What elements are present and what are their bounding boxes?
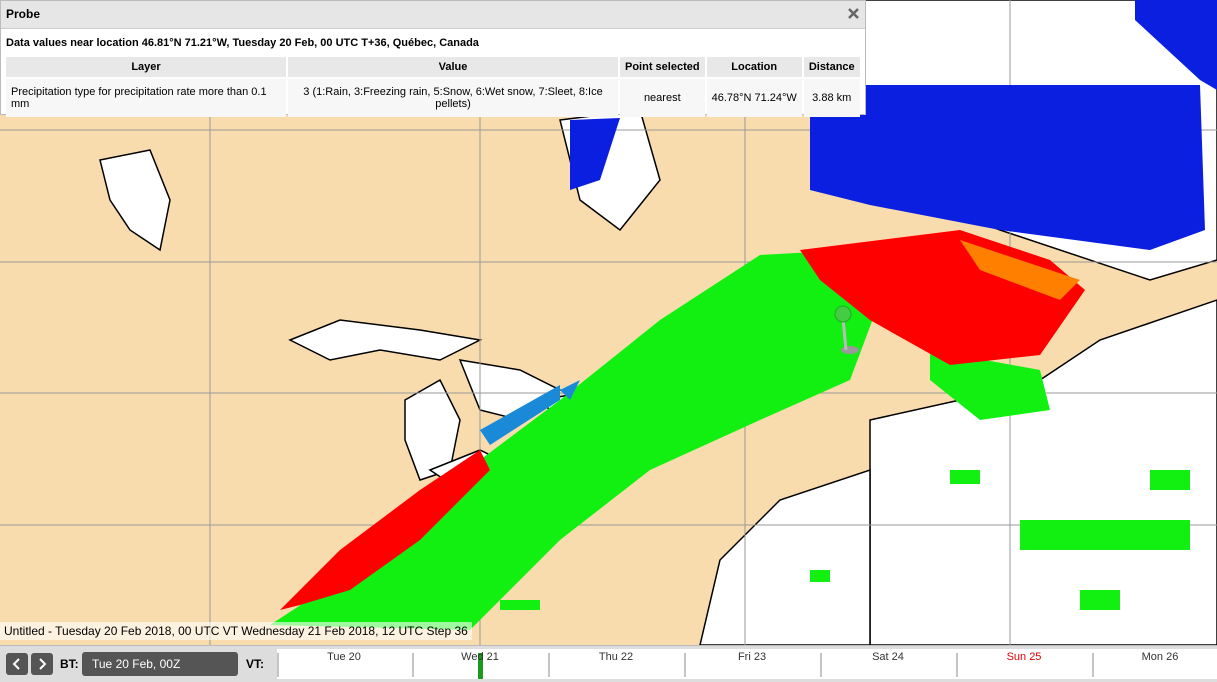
probe-titlebar: Probe <box>1 1 865 29</box>
day-label: Sun 25 <box>1006 651 1042 663</box>
precipitation <box>270 0 1217 630</box>
probe-heading: Data values near location 46.81°N 71.21°… <box>6 37 479 49</box>
prev-button[interactable] <box>6 653 28 675</box>
day-label: Mon 26 <box>1141 651 1179 663</box>
header-cell: Value <box>288 57 618 77</box>
timeline-ticks <box>277 653 1094 679</box>
day-label: Fri 23 <box>737 651 767 663</box>
cell: 3 (1:Rain, 3:Freezing rain, 5:Snow, 6:We… <box>288 79 618 117</box>
probe-panel: Probe Data values near location 46.81°N … <box>0 0 866 117</box>
next-button[interactable] <box>31 653 53 675</box>
vt-label: VT: <box>246 657 264 671</box>
day-label: Thu 22 <box>598 651 634 663</box>
day-label: Sat 24 <box>872 651 904 663</box>
close-button[interactable] <box>848 8 859 19</box>
marker <box>834 305 859 354</box>
status-text: Untitled - Tuesday 20 Feb 2018, 00 UTC V… <box>0 622 472 640</box>
timeline[interactable]: Tue 20 Wed 21 Thu 22 Fri 23 Sat 24 Sun 2… <box>277 649 1217 679</box>
probe-title: Probe <box>6 7 41 21</box>
probe-table: Layer Value Point selected Location Distance… <box>4 55 862 119</box>
day-label: Wed 21 <box>461 651 499 663</box>
bt-label: BT: <box>60 657 79 671</box>
bt-value: Tue 20 Feb, 00Z <box>92 657 181 671</box>
cell: 3.88 km <box>803 79 860 117</box>
header-cell: Point selected <box>620 57 705 77</box>
cell: Precipitation type for precipitation rat… <box>6 79 286 117</box>
header-cell: Distance <box>803 57 860 77</box>
header-cell: Location <box>706 57 802 77</box>
cell: 46.78°N 71.24°W <box>706 79 802 117</box>
bt-select[interactable]: Tue 20 Feb, 00Z <box>82 652 238 676</box>
toolbar: BT: Tue 20 Feb, 00Z VT: Tue 20 Wed 21 Th… <box>0 645 1217 682</box>
day-label: Tue 20 <box>327 651 361 663</box>
cell: nearest <box>620 79 705 117</box>
header-cell: Layer <box>6 57 286 77</box>
